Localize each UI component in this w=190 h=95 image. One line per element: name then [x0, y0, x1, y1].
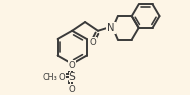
Text: CH₃: CH₃ [43, 73, 58, 82]
Text: N: N [107, 23, 115, 33]
Text: O: O [69, 85, 76, 93]
Text: S: S [69, 72, 76, 82]
Text: O: O [59, 73, 66, 82]
Text: O: O [90, 38, 96, 47]
Text: O: O [69, 61, 76, 70]
